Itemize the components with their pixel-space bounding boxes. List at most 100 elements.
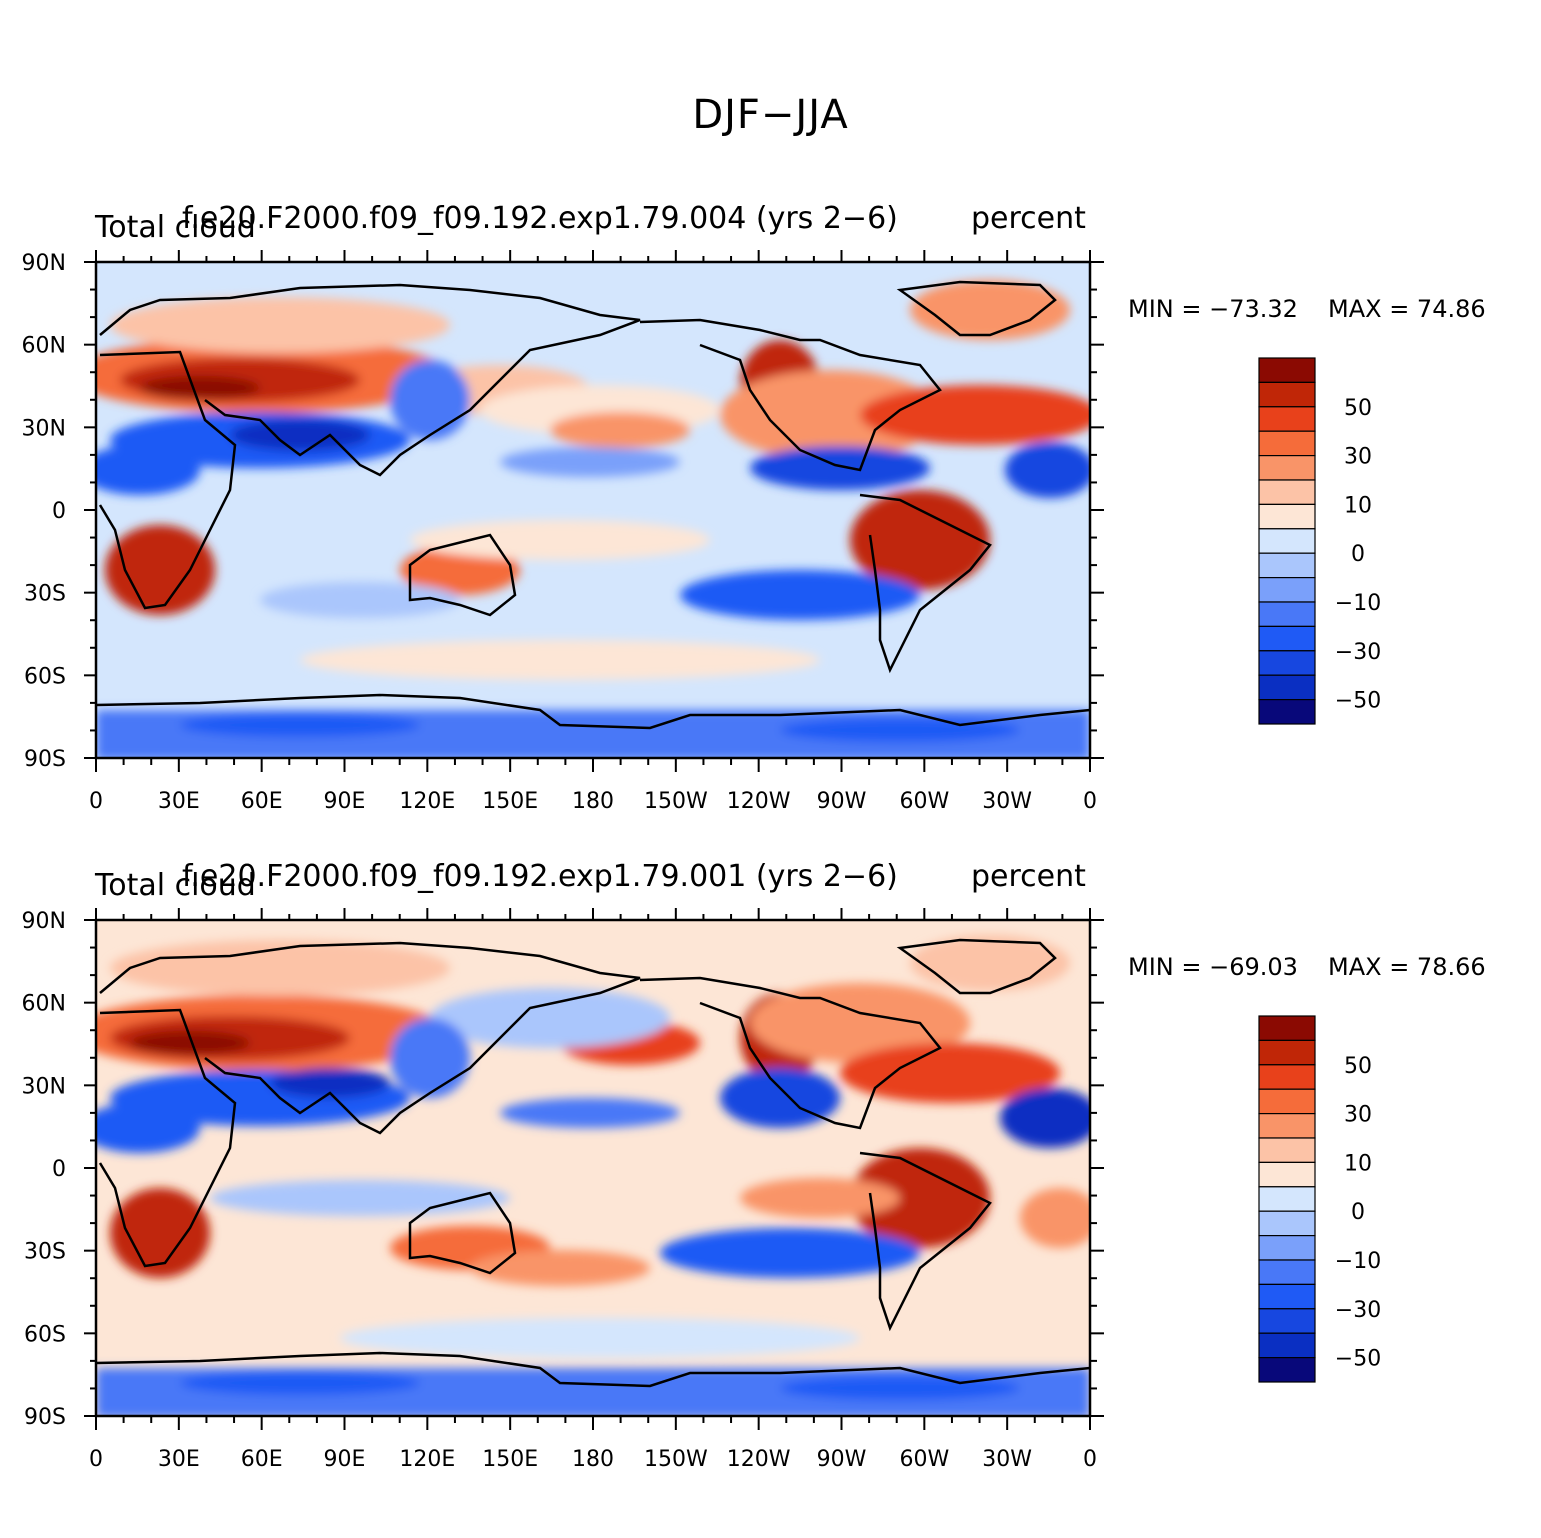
lon-tick-label: 150E [482,789,538,814]
lon-tick-label: 30E [158,789,200,814]
coastline-antarctica [96,693,1090,730]
colorbar-box [1258,1064,1316,1090]
field-blob [180,713,420,737]
top-panel-max-value: MAX = 74.86 [1328,295,1486,323]
bottom-panel-map: 90N 60N 30N 0 30S 60S 90S 0 30E 60E 90E 120E 150E 18… [22,908,1104,1472]
colorbar-box [1258,674,1316,701]
colorbar-box [1258,577,1316,603]
field-blob [470,1250,650,1286]
field-blob [750,983,970,1063]
colorbar-label: 50 [1344,396,1372,421]
coastline-antarctica [96,1351,1090,1388]
lon-tick-label: 30W [982,789,1032,814]
axis-ticks [84,908,1104,1430]
colorbar-label: 10 [1344,493,1372,518]
lat-tick-label: 90N [22,251,66,276]
figure-title: DJF−JJA [692,92,849,138]
coastlines [96,280,1090,730]
colorbar-box [1258,430,1316,457]
lat-tick-label: 60N [22,992,66,1017]
colorbar-label: −30 [1335,640,1381,665]
colorbar-box [1258,1039,1316,1066]
colorbar-box [1258,650,1316,676]
coastline-australia [408,1191,517,1275]
lon-tick-label: 120E [399,1447,455,1472]
lon-tick-label: 0 [1083,789,1097,814]
colorbar-box [1258,1161,1316,1188]
field-blob [740,1178,900,1218]
lon-tick-label: 90W [817,1447,867,1472]
lon-tick-label: 0 [89,789,103,814]
lat-tick-label: 30N [22,416,66,441]
colorbar-label: −30 [1335,1298,1381,1323]
bottom-panel-case-title: f.e20.F2000.f09_f09.192.exp1.79.001 (yrs… [182,859,898,894]
coastline-south-america [859,493,992,674]
bottom-panel-min-value: MIN = −69.03 [1128,953,1298,981]
field-blob [230,419,370,451]
field-blob [180,1371,420,1395]
colorbar-box [1258,406,1316,432]
lat-tick-label: 60S [24,1322,66,1347]
colorbar-box [1258,1137,1316,1163]
lon-tick-label: 90E [324,1447,366,1472]
bottom-panel-max-value: MAX = 78.66 [1328,953,1486,981]
field-blob [720,1068,840,1128]
lon-tick-label: 60E [241,789,283,814]
colorbar-box [1258,552,1316,579]
field-blob [680,570,920,620]
colorbar-box [1258,1283,1316,1310]
lon-tick-label: 30E [158,1447,200,1472]
top-panel-min-value: MIN = −73.32 [1128,295,1298,323]
coastline-north-america [639,976,942,1130]
colorbar-box [1258,1015,1316,1041]
field-blob [910,280,1070,340]
field-blob [300,640,820,680]
colorbar-box [1258,1186,1316,1212]
lon-tick-label: 90W [817,789,867,814]
top-panel-colorbar: 50 30 10 0 −10 −30 −50 [1258,357,1381,725]
lon-tick-label: 90E [324,789,366,814]
field-blob [850,1148,990,1248]
colorbar-label: 0 [1351,1200,1365,1225]
bottom-panel-colorbar: 50 30 10 0 −10 −30 −50 [1258,1015,1381,1383]
lat-tick-label: 60N [22,334,66,359]
bottom-panel-variable-label: Total cloud [95,868,256,903]
colorbar-box [1258,1112,1316,1139]
coastline-north-america [639,318,942,472]
lon-tick-label: 60W [899,1447,949,1472]
lon-tick-label: 150E [482,1447,538,1472]
field-blob [1000,1088,1090,1148]
lon-tick-label: 180 [572,1447,614,1472]
coastline-africa [98,1008,237,1268]
lon-tick-label: 120W [727,1447,791,1472]
lon-tick-label: 120W [727,789,791,814]
lon-tick-label: 150W [644,1447,708,1472]
colorbar-box [1258,381,1316,408]
colorbar-box [1258,528,1316,554]
bottom-panel-units-label: percent [971,859,1086,894]
lon-tick-label: 60W [899,789,949,814]
lat-tick-label: 30N [22,1074,66,1099]
colorbar-box [1258,1308,1316,1334]
colorbar-label: −10 [1335,591,1381,616]
coastline-greenland [896,938,1057,995]
coastline-eurasia [99,941,641,1135]
lat-tick-label: 0 [52,499,66,524]
field-blob [270,1068,390,1098]
colorbar-label: 30 [1344,445,1372,470]
axis-ticks [84,250,1104,772]
top-panel-units-label: percent [971,201,1086,236]
colorbar-box [1258,503,1316,530]
field-blob [860,385,1090,445]
field-blob [260,582,460,618]
colorbar-box [1258,625,1316,652]
top-panel-case-title: f.e20.F2000.f09_f09.192.exp1.79.004 (yrs… [182,201,898,236]
coastline-australia [408,533,517,617]
top-panel-map: 90N 60N 30N 0 30S 60S 90S 0 30E 60E 90E 120E 150E 18… [22,250,1104,814]
colorbar-label: −10 [1335,1249,1381,1274]
colorbar-label: 0 [1351,542,1365,567]
colorbar-box [1258,1332,1316,1359]
field-blob [96,445,200,495]
top-panel-variable-label: Total cloud [95,210,256,245]
field-blob [96,1103,200,1153]
